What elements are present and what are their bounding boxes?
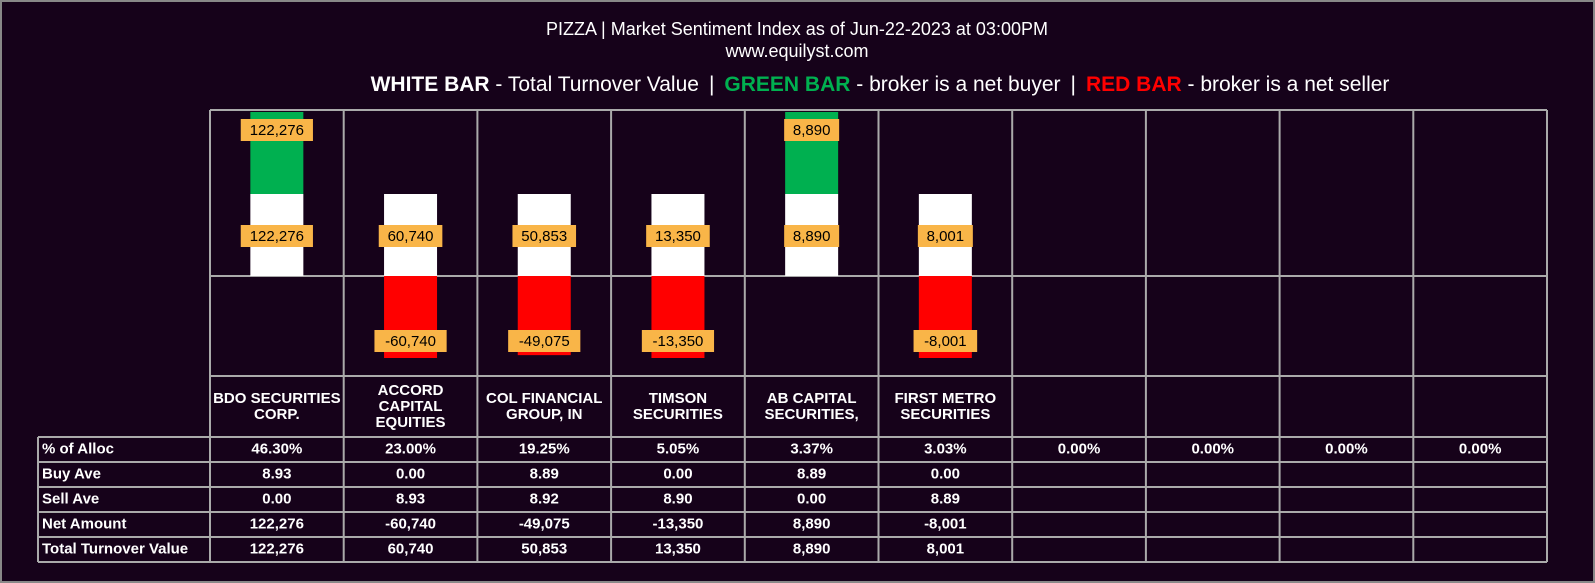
table-cell: 3.37%: [790, 440, 833, 457]
category-cell: COL FINANCIAL GROUP, IN: [486, 389, 603, 423]
row-label: % of Alloc: [42, 440, 114, 457]
legend-separator: |: [709, 73, 714, 96]
legend-name: WHITE BAR: [371, 73, 490, 96]
value-label: -60,740: [385, 333, 436, 350]
table-cell: 8.89: [797, 465, 826, 482]
table-cell: 50,853: [521, 540, 567, 557]
value-label: -49,075: [519, 333, 570, 350]
x-tick-label: TIMSON SECURITIES: [632, 389, 723, 423]
category-cell: ACCORD CAPITAL EQUITIES: [375, 381, 446, 431]
value-label: 13,350: [655, 228, 701, 245]
value-label-box: [378, 225, 443, 247]
value-label-box: [508, 330, 581, 352]
category-cell: [1416, 378, 1544, 435]
table-cell: 23.00%: [385, 440, 436, 457]
value-label-box: [784, 225, 840, 247]
table-cell: 60,740: [388, 540, 434, 557]
table-cell: -8,001: [924, 515, 967, 532]
table-cell: 8,890: [793, 515, 831, 532]
table-cell: 19.25%: [519, 440, 570, 457]
table-cell: 0.00%: [1191, 440, 1234, 457]
value-label-box: [913, 330, 978, 352]
table-cell: 8,890: [793, 540, 831, 557]
value-label: 50,853: [521, 228, 567, 245]
value-label-box: [512, 225, 577, 247]
table-cell: 8.92: [530, 490, 559, 507]
table-cell: -49,075: [519, 515, 570, 532]
category-cell: AB CAPITAL SECURITIES,: [764, 389, 859, 423]
table-cell: 0.00: [931, 465, 960, 482]
x-tick-label: COL FINANCIAL GROUP, IN: [486, 389, 603, 423]
category-cell: TIMSON SECURITIES: [632, 389, 723, 423]
category-cell: [1283, 378, 1411, 435]
table-cell: -60,740: [385, 515, 436, 532]
row-label: Buy Ave: [42, 465, 101, 482]
table-cell: 8.93: [262, 465, 291, 482]
legend-text: - broker is a net buyer: [850, 73, 1060, 96]
legend-text: - broker is a net seller: [1182, 73, 1390, 96]
table-cell: 0.00: [262, 490, 291, 507]
value-label-box: [240, 119, 313, 141]
category-cell: BDO SECURITIES CORP.: [213, 389, 341, 423]
value-label: -13,350: [653, 333, 704, 350]
legend-text: - Total Turnover Value: [490, 73, 699, 96]
chart-subtitle: www.equilyst.com: [724, 41, 868, 61]
value-label: 8,890: [793, 228, 831, 245]
table-cell: 8.90: [663, 490, 692, 507]
value-label-box: [784, 119, 840, 141]
table-cell: 3.03%: [924, 440, 967, 457]
legend: WHITE BAR - Total Turnover Value | GREEN B…: [371, 73, 1390, 96]
table-cell: 0.00: [396, 465, 425, 482]
legend-name: RED BAR: [1086, 73, 1182, 96]
x-tick-label: [1149, 378, 1277, 435]
category-cell: [1015, 378, 1143, 435]
table-cell: 8,001: [927, 540, 965, 557]
value-label: 8,001: [927, 228, 965, 245]
value-label-box: [641, 330, 715, 352]
category-cell: FIRST METRO SECURITIES: [894, 389, 997, 423]
value-label: -8,001: [924, 333, 967, 350]
x-tick-label: AB CAPITAL SECURITIES,: [764, 389, 859, 423]
table-cell: 5.05%: [657, 440, 700, 457]
legend-name: GREEN BAR: [724, 73, 850, 96]
x-tick-label: BDO SECURITIES CORP.: [213, 389, 341, 423]
table-cell: 46.30%: [251, 440, 302, 457]
x-tick-label: ACCORD CAPITAL EQUITIES: [375, 381, 446, 431]
table-cell: 0.00%: [1325, 440, 1368, 457]
x-tick-label: FIRST METRO SECURITIES: [894, 389, 997, 423]
value-label-box: [917, 225, 973, 247]
value-label: 8,890: [793, 122, 831, 139]
x-tick-label: [1416, 378, 1544, 435]
category-cell: [1149, 378, 1277, 435]
value-label-box: [646, 225, 710, 247]
table-cell: 8.93: [396, 490, 425, 507]
row-label: Net Amount: [42, 515, 126, 532]
table-cell: 0.00: [663, 465, 692, 482]
value-label: 122,276: [250, 228, 304, 245]
legend-separator: |: [1071, 73, 1076, 96]
table-cell: -13,350: [653, 515, 704, 532]
value-label-box: [240, 225, 313, 247]
row-label: Sell Ave: [42, 490, 99, 507]
table-cell: 0.00%: [1058, 440, 1101, 457]
table-cell: 13,350: [655, 540, 701, 557]
table-cell: 122,276: [250, 515, 304, 532]
value-label: 60,740: [388, 228, 434, 245]
table-cell: 8.89: [931, 490, 960, 507]
chart-title: PIZZA | Market Sentiment Index as of Jun…: [546, 19, 1048, 39]
x-tick-label: [1283, 378, 1411, 435]
table-cell: 122,276: [250, 540, 304, 557]
table-cell: 8.89: [530, 465, 559, 482]
table-cell: 0.00%: [1459, 440, 1502, 457]
value-label-box: [374, 330, 447, 352]
row-label: Total Turnover Value: [42, 540, 188, 557]
x-tick-label: [1015, 378, 1143, 435]
value-label: 122,276: [250, 122, 304, 139]
table-cell: 0.00: [797, 490, 826, 507]
